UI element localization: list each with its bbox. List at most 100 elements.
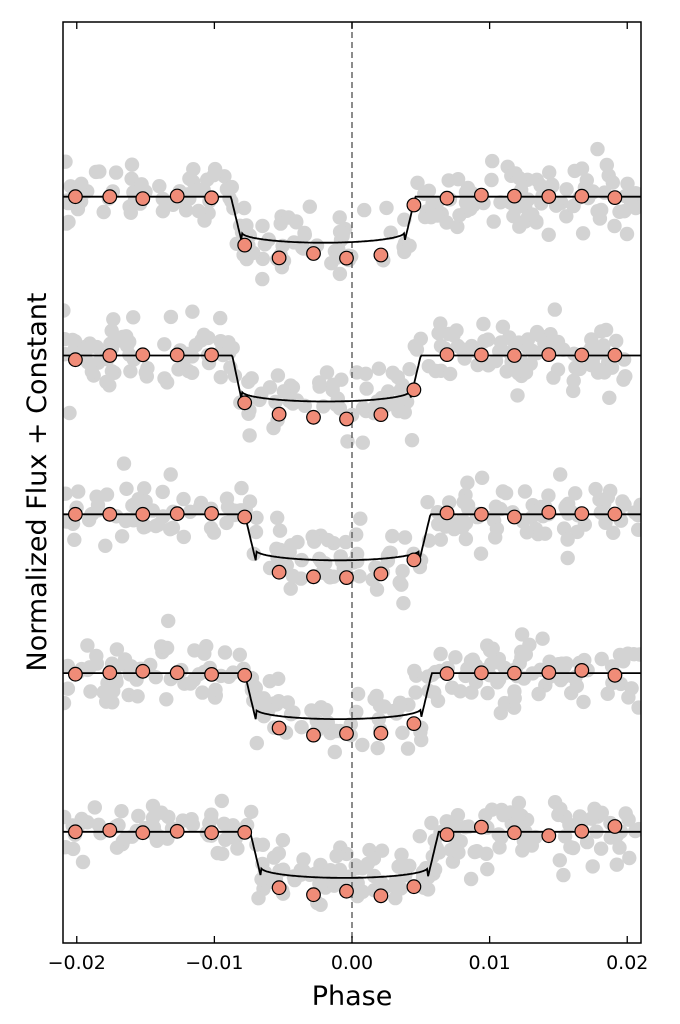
raw-point-3-106 <box>137 481 152 496</box>
raw-point-5-61 <box>562 817 577 832</box>
raw-point-2-53 <box>104 364 120 379</box>
raw-point-2-149 <box>598 322 614 338</box>
raw-point-3-105 <box>155 484 170 500</box>
raw-point-4-181 <box>407 663 422 679</box>
binned-point-4-6 <box>237 667 253 683</box>
raw-point-1-82 <box>605 175 620 190</box>
raw-point-3-161 <box>203 520 219 536</box>
raw-point-3-195 <box>537 526 553 541</box>
binned-point-4-1 <box>67 666 83 682</box>
raw-point-4-25 <box>63 695 72 711</box>
raw-point-1-207 <box>357 202 372 218</box>
binned-point-2-1 <box>67 352 83 368</box>
binned-point-3-7 <box>271 564 287 580</box>
binned-point-1-14 <box>507 188 522 204</box>
binned-point-1-12 <box>439 190 455 206</box>
raw-point-5-116 <box>296 852 311 867</box>
raw-point-3-83 <box>606 525 621 540</box>
raw-point-3-167 <box>98 538 113 553</box>
raw-point-2-25 <box>340 434 355 449</box>
raw-point-5-90 <box>131 808 146 824</box>
raw-point-4-163 <box>183 676 198 691</box>
binned-point-5-6 <box>237 825 253 840</box>
binned-point-1-10 <box>373 247 389 263</box>
raw-point-1-25 <box>410 175 425 190</box>
binned-point-3-5 <box>204 506 220 521</box>
binned-point-3-2 <box>102 506 118 522</box>
raw-point-5-93 <box>415 869 431 885</box>
raw-point-3-6 <box>176 529 191 545</box>
raw-point-2-135 <box>464 338 479 354</box>
raw-point-3-166 <box>151 517 166 532</box>
raw-point-4-37 <box>370 740 385 756</box>
raw-point-2-156 <box>84 364 100 379</box>
raw-point-2-89 <box>572 361 587 377</box>
raw-point-4-177 <box>96 685 111 700</box>
raw-point-3-89 <box>588 481 603 497</box>
x-axis-ticks: −0.02 −0.01 0.00 0.01 0.02 <box>48 22 648 974</box>
raw-point-5-183 <box>553 801 568 817</box>
raw-point-4-18 <box>109 642 125 657</box>
binned-point-3-16 <box>574 506 590 521</box>
raw-point-5-178 <box>329 848 344 864</box>
raw-point-5-107 <box>394 847 409 862</box>
raw-point-5-169 <box>603 830 618 845</box>
raw-point-2-49 <box>355 435 370 450</box>
raw-point-4-172 <box>199 639 214 654</box>
x-tick-label-1: −0.02 <box>48 952 106 974</box>
binned-point-5-9 <box>339 883 354 899</box>
raw-point-1-52 <box>332 210 347 225</box>
binned-point-4-18 <box>643 666 657 680</box>
raw-point-5-193 <box>350 875 365 891</box>
binned-point-5-14 <box>507 825 522 841</box>
raw-point-5-28 <box>210 845 225 861</box>
raw-point-4-137 <box>448 650 463 665</box>
raw-point-4-117 <box>249 735 264 751</box>
binned-point-5-11 <box>406 879 422 895</box>
raw-point-1-141 <box>493 195 508 210</box>
raw-point-5-197 <box>385 878 401 893</box>
binned-point-2-8 <box>306 409 321 425</box>
raw-point-5-159 <box>313 876 328 892</box>
raw-point-1-106 <box>63 154 73 169</box>
binned-point-3-15 <box>541 504 557 520</box>
raw-point-5-135 <box>251 891 266 906</box>
raw-point-1-114 <box>289 215 304 230</box>
raw-point-2-164 <box>556 342 571 357</box>
raw-point-3-118 <box>127 497 142 512</box>
binned-point-5-16 <box>574 823 590 839</box>
binned-point-3-1 <box>67 506 83 522</box>
raw-point-5-80 <box>612 840 627 855</box>
raw-point-1-185 <box>485 153 500 169</box>
binned-point-3-14 <box>507 509 522 525</box>
raw-point-4-34 <box>400 741 416 756</box>
raw-point-1-111 <box>441 173 456 188</box>
raw-point-2-28 <box>359 381 374 396</box>
binned-point-4-17 <box>607 667 623 683</box>
raw-point-1-113 <box>124 157 140 172</box>
raw-point-5-151 <box>427 862 443 877</box>
binned-point-5-5 <box>204 825 220 841</box>
x-axis-label: Phase <box>312 981 393 1012</box>
raw-point-2-148 <box>184 365 200 380</box>
raw-point-3-188 <box>326 569 341 584</box>
binned-point-5-10 <box>373 888 389 904</box>
binned-point-5-4 <box>169 823 185 839</box>
raw-point-1-163 <box>599 157 614 173</box>
binned-point-3-9 <box>339 570 354 585</box>
raw-point-5-144 <box>515 843 530 858</box>
raw-point-1-69 <box>397 212 412 227</box>
raw-point-2-179 <box>196 327 212 342</box>
raw-point-3-210 <box>349 527 364 542</box>
raw-point-5-156 <box>494 830 509 845</box>
raw-point-5-40 <box>463 871 479 887</box>
raw-point-3-79 <box>433 532 448 547</box>
raw-point-2-176 <box>499 364 514 379</box>
raw-point-1-210 <box>585 184 600 199</box>
raw-point-4-204 <box>208 682 223 697</box>
raw-point-1-198 <box>333 232 349 248</box>
raw-point-3-138 <box>560 550 575 566</box>
binned-point-4-15 <box>541 665 557 680</box>
raw-point-2-58 <box>213 310 228 326</box>
raw-point-2-22 <box>477 333 492 349</box>
